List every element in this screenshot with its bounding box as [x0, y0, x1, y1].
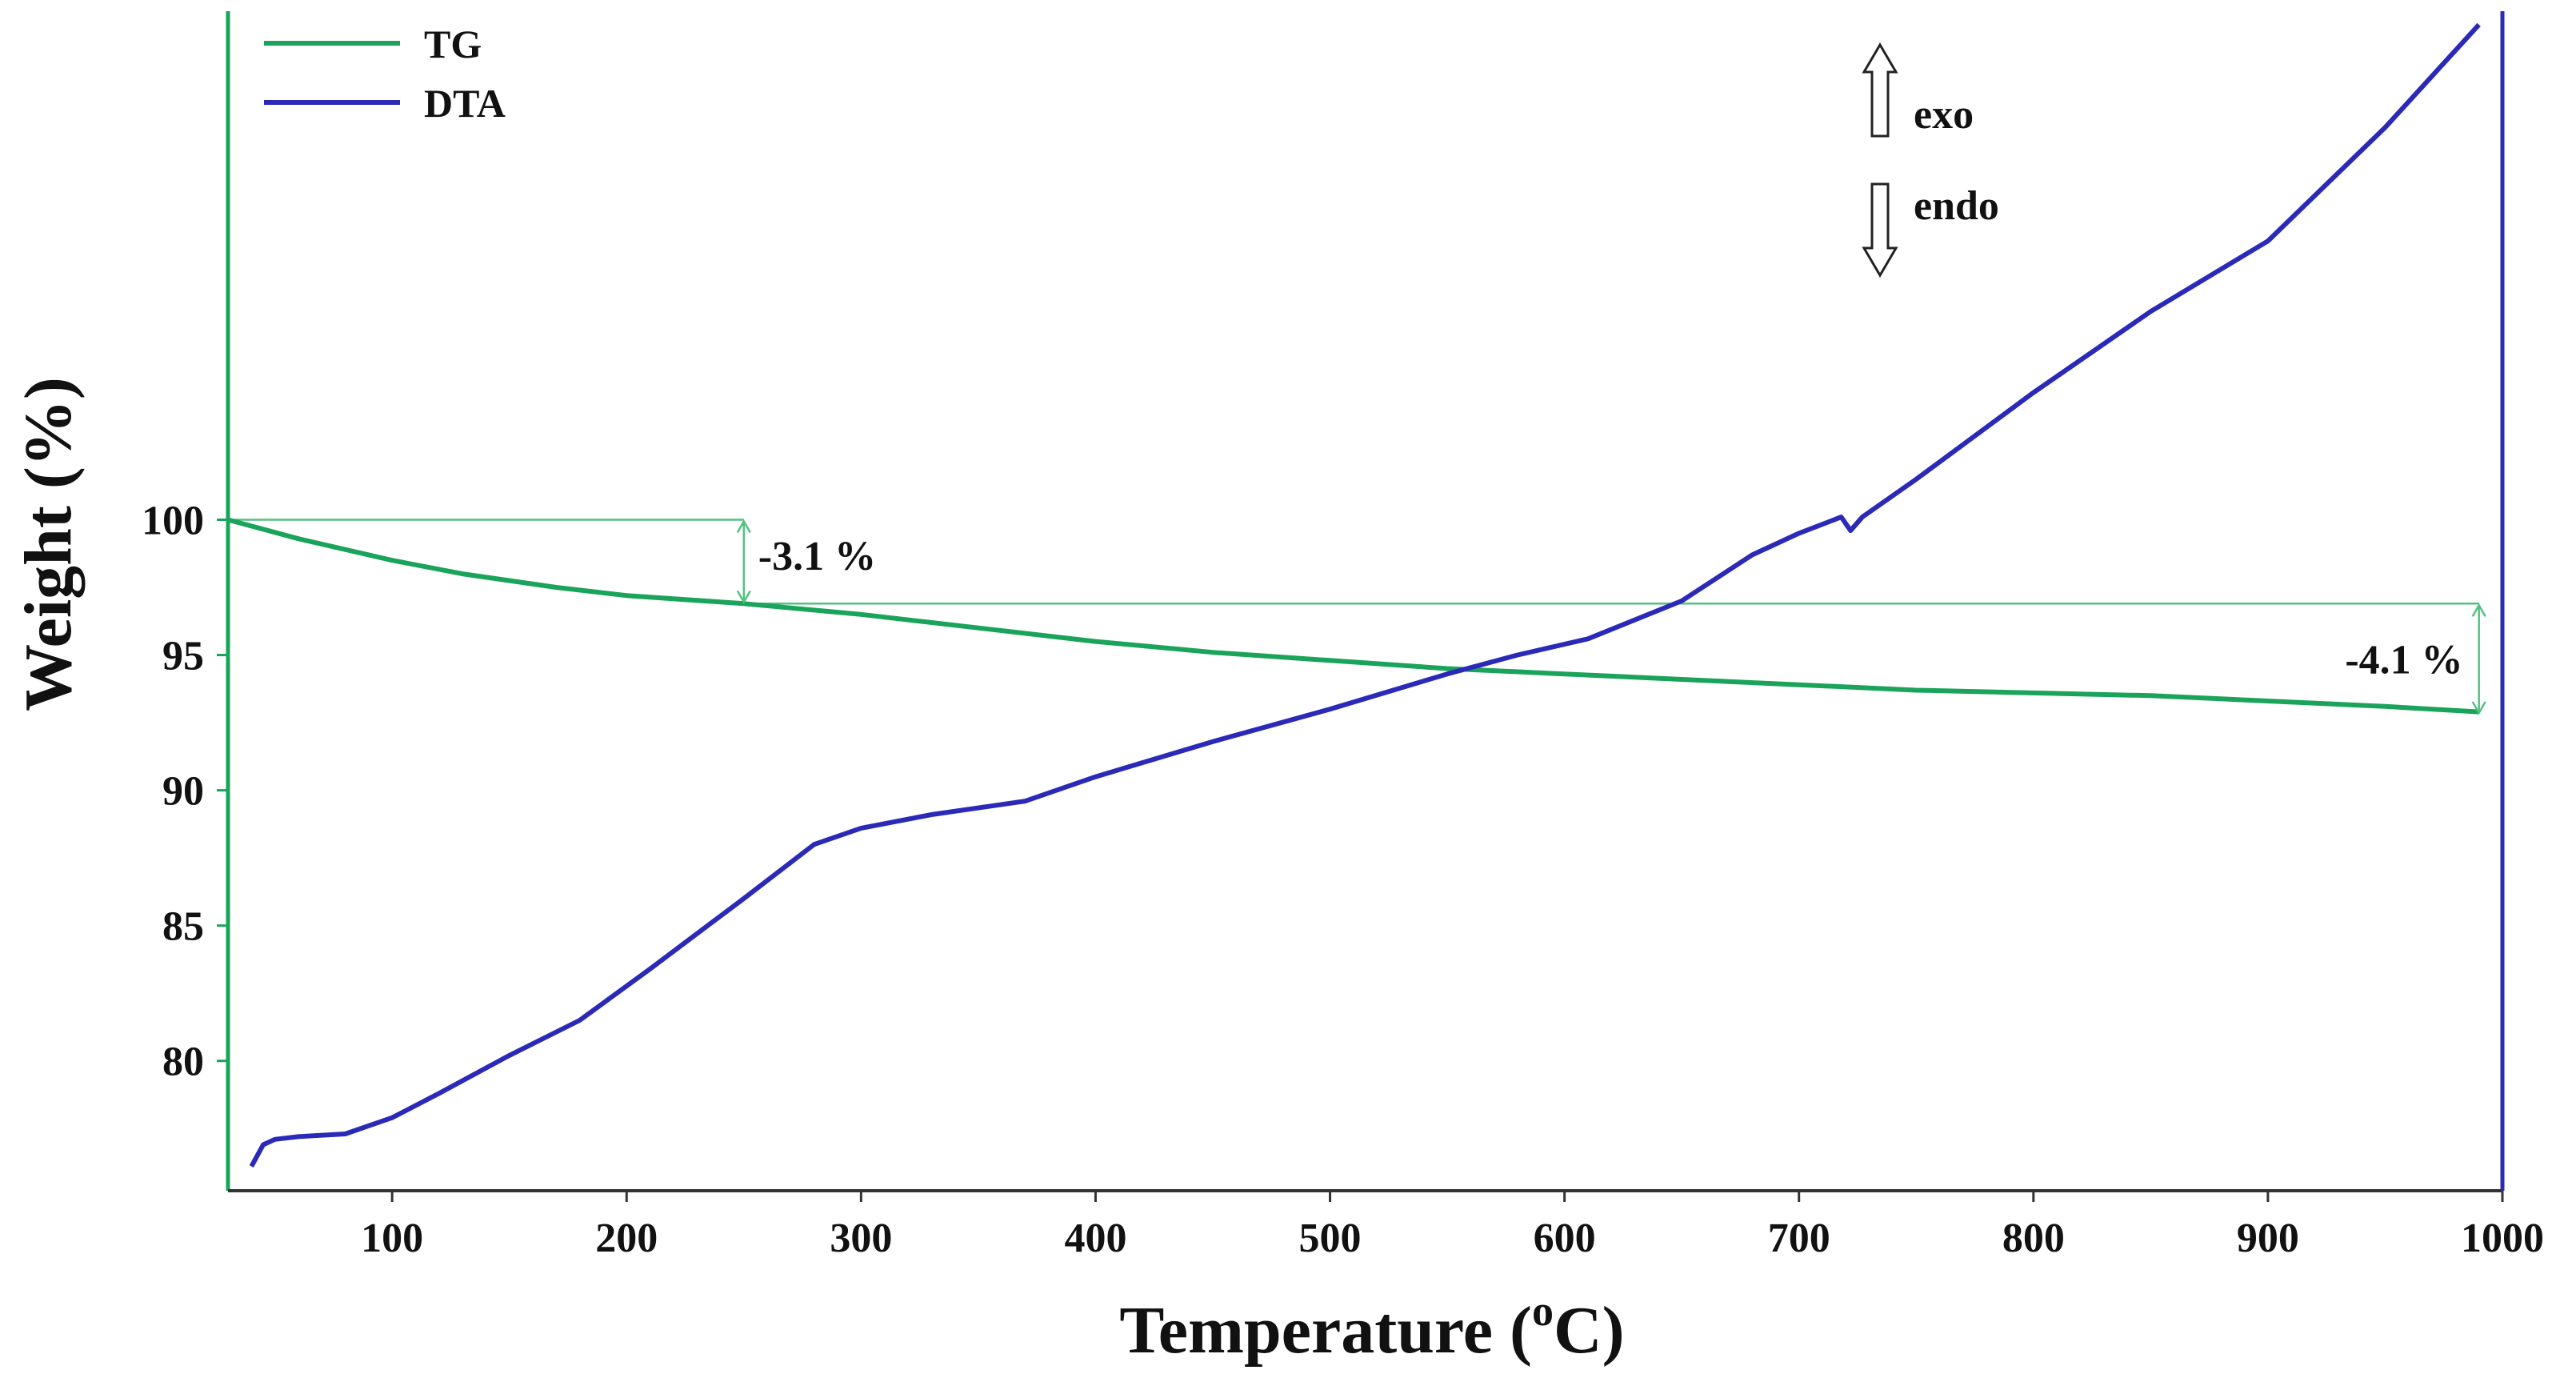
x-tick-label: 900 [2237, 1216, 2299, 1261]
x-tick-label: 100 [361, 1216, 423, 1261]
y-tick-label: 80 [162, 1039, 204, 1085]
y-axis-title: Weight (%) [11, 377, 86, 711]
x-tick-label: 600 [1534, 1216, 1596, 1261]
direction-indicator: exo endo [1862, 42, 1999, 278]
exo-label: exo [1914, 92, 1974, 138]
legend-label-tg: TG [424, 22, 482, 66]
x-tick-label: 700 [1768, 1216, 1830, 1261]
x-axis-title-main: Temperature ( [1119, 1293, 1532, 1368]
annotation-layer: -3.1 % -4.1 % [736, 519, 2486, 715]
y-tick-label: 90 [162, 769, 204, 815]
x-axis-title-end: C) [1554, 1293, 1625, 1368]
legend-label-dta: DTA [424, 81, 506, 126]
bracket-arrow-down [736, 590, 751, 604]
y-tick-label: 100 [142, 498, 204, 543]
x-axis-title-sup: o [1532, 1287, 1554, 1335]
x-tick-label: 400 [1064, 1216, 1126, 1261]
x-tick-label: 500 [1299, 1216, 1362, 1261]
legend: TG DTA [264, 22, 506, 126]
reference-lines [228, 519, 2479, 605]
y-tick-label: 85 [162, 904, 204, 950]
x-tick-label: 200 [595, 1216, 658, 1261]
y-tick-label: 95 [162, 634, 204, 679]
x-axis-title: Temperature (oC) [1119, 1287, 1624, 1368]
x-tick-label: 1000 [2461, 1216, 2544, 1261]
endo-arrow-icon [1862, 182, 1898, 278]
bracket-arrow-down [2471, 701, 2486, 715]
weight-loss-label: -4.1 % [2345, 638, 2462, 683]
x-tick-label: 300 [830, 1216, 892, 1261]
endo-label: endo [1914, 183, 1999, 229]
series-layer [227, 22, 2481, 1168]
x-tick-label: 800 [2002, 1216, 2065, 1261]
bracket-arrow-up [736, 519, 751, 534]
exo-arrow-icon [1862, 42, 1898, 138]
weight-loss-label: -3.1 % [758, 534, 876, 579]
bracket-arrow-up [2471, 603, 2486, 617]
axes-layer: 100 200 300 400 500 600 700 800 900 1000 80 85 90 95 1… [142, 11, 2544, 1261]
series-line-dta [249, 22, 2481, 1168]
series-line-tg [227, 517, 2479, 715]
